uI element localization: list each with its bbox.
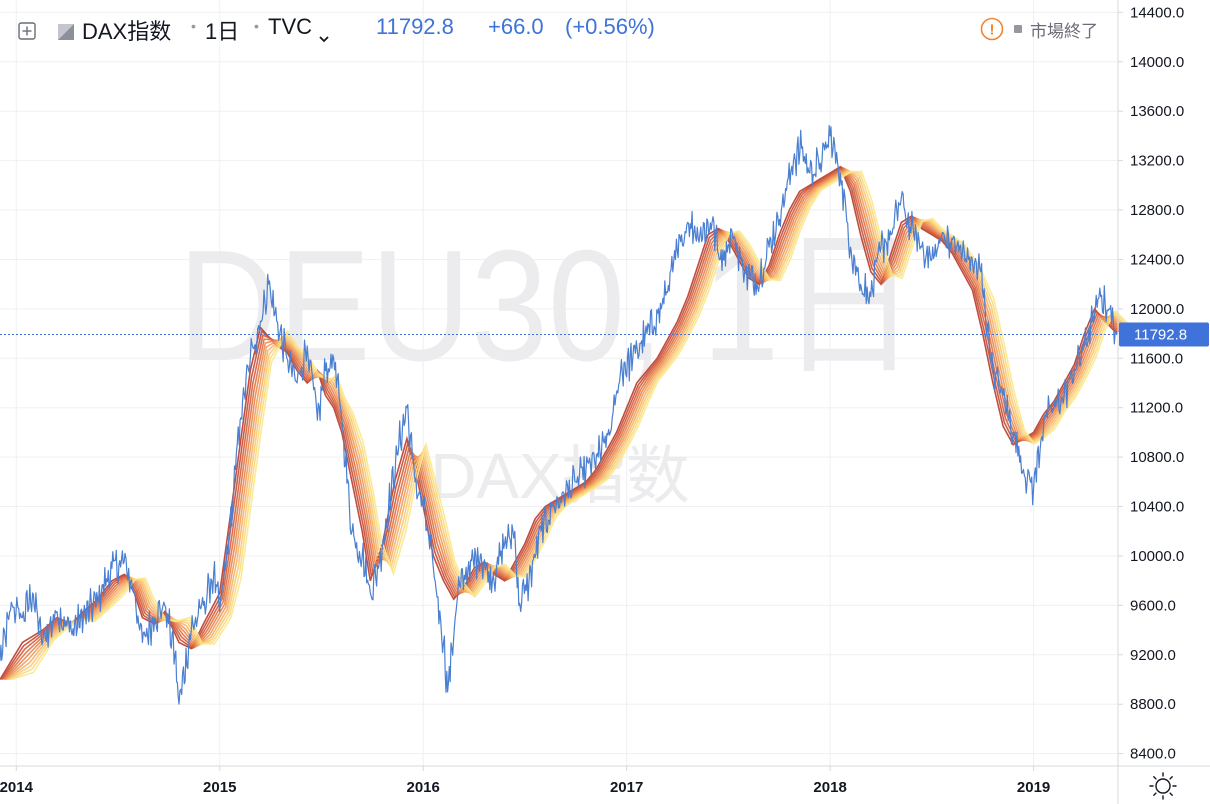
time-tick-label: 2015 (203, 779, 236, 796)
alert-icon[interactable]: ! (980, 17, 1004, 41)
price-tick-label: 10000.0 (1130, 548, 1184, 565)
sun-icon[interactable] (1149, 772, 1177, 800)
price-tick-label: 9600.0 (1130, 597, 1176, 614)
last-price-value: 11792.8 (376, 14, 454, 39)
time-tick-label: 2016 (407, 779, 440, 796)
price-axis[interactable]: 14400.0 14000.0 13600.0 13200.0 12800.0 12400… (1118, 4, 1184, 763)
price-tick-label: 8400.0 (1130, 746, 1176, 763)
moving-average-ribbon (0, 165, 1129, 681)
time-axis[interactable]: 2014 2015 2016 2017 2018 2019 (0, 766, 1050, 796)
price-tick-label: 12800.0 (1130, 202, 1184, 219)
market-status-dot (1014, 25, 1022, 33)
price-tick-label: 11200.0 (1130, 400, 1183, 417)
last-price-label-text: 11792.8 (1134, 326, 1187, 343)
price-tick-label: 12400.0 (1130, 251, 1184, 268)
chevron-down-icon[interactable] (318, 24, 330, 43)
price-tick-label: 14000.0 (1130, 54, 1184, 71)
symbol-name[interactable]: DAX指数 (82, 19, 172, 44)
moving-average-line (3, 167, 1122, 681)
price-series-line (0, 124, 1118, 705)
interval-label[interactable]: 1日 (205, 19, 240, 44)
price-change-percent: (+0.56%) (565, 14, 655, 39)
time-tick-label: 2018 (813, 779, 846, 796)
last-price-label-bg (1119, 322, 1209, 347)
last-price-label: 11792.8 (1119, 322, 1209, 347)
time-tick-label: 2014 (0, 779, 34, 796)
price-tick-label: 10800.0 (1130, 449, 1184, 466)
moving-average-line (6, 169, 1125, 681)
legend-separator: • (191, 18, 196, 34)
symbol-flag-icon (58, 20, 74, 40)
chart-legend: DAX指数 • 1日 • TVC 11792.8 +66.0 (+0.56%) … (0, 0, 1120, 58)
moving-average-line (4, 167, 1123, 681)
price-change-value: +66.0 (488, 14, 544, 39)
price-tick-label: 13200.0 (1130, 153, 1184, 170)
legend-separator: • (254, 18, 259, 34)
moving-average-line (0, 166, 1119, 680)
exchange-label[interactable]: TVC (268, 14, 312, 39)
grid-lines (0, 0, 1117, 766)
price-tick-label: 13600.0 (1130, 103, 1184, 120)
price-tick-label: 9200.0 (1130, 647, 1176, 664)
price-tick-label: 10400.0 (1130, 499, 1184, 516)
svg-text:!: ! (990, 22, 995, 39)
plus-square-icon[interactable] (18, 20, 36, 40)
time-tick-label: 2017 (610, 779, 643, 796)
time-tick-label: 2019 (1017, 779, 1050, 796)
moving-average-line (10, 170, 1129, 681)
price-tick-label: 11600.0 (1130, 350, 1183, 367)
market-status-label: 市場終了 (1030, 22, 1098, 41)
price-tick-label: 8800.0 (1130, 696, 1176, 713)
price-tick-label: 12000.0 (1130, 301, 1184, 318)
price-tick-label: 14400.0 (1130, 4, 1184, 21)
